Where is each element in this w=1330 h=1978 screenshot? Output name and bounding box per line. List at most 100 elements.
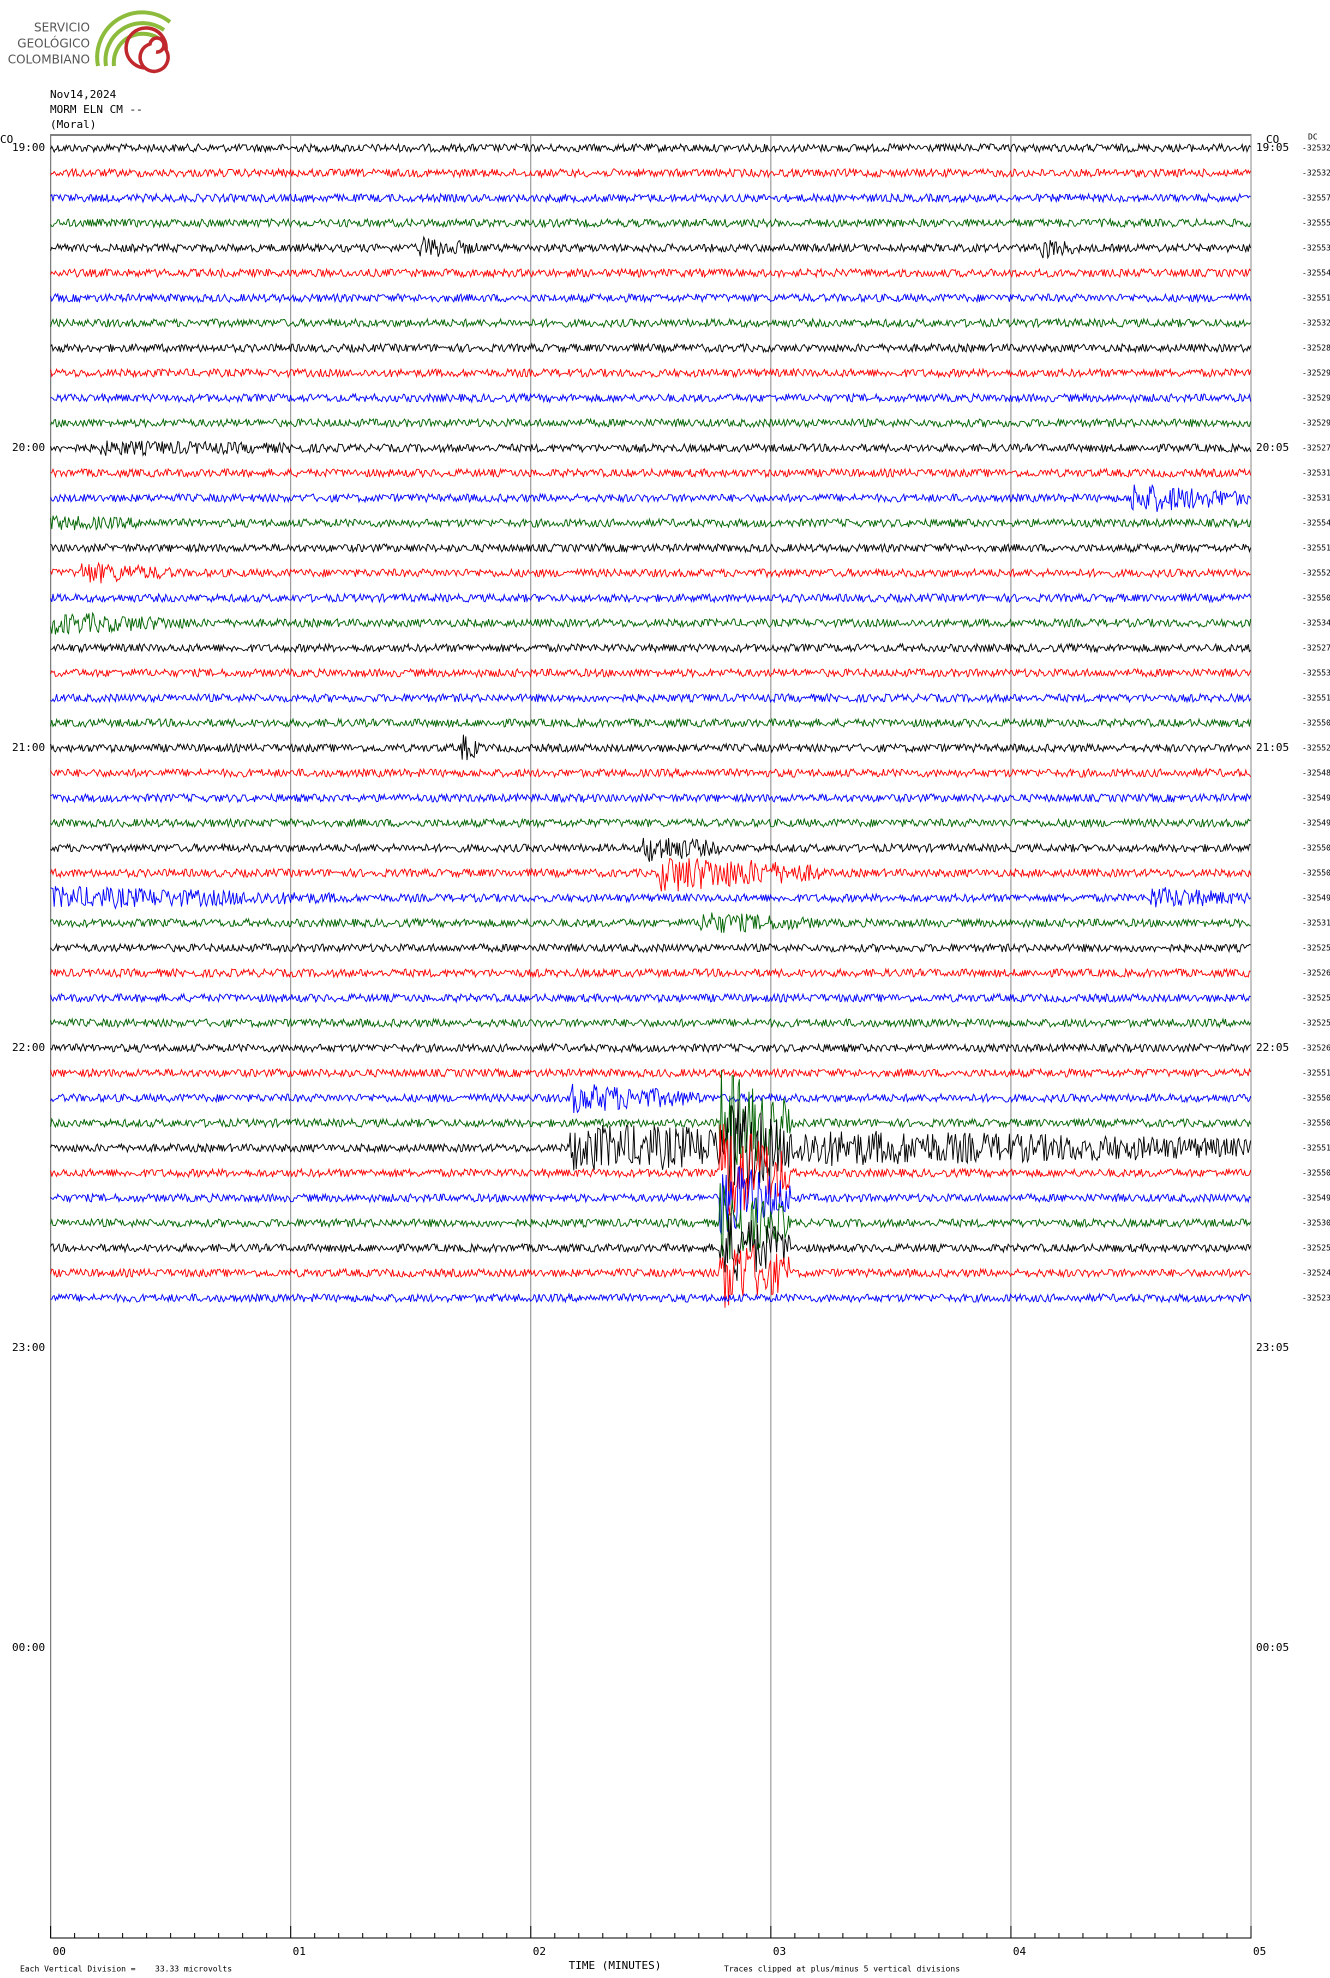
trace bbox=[50, 317, 1251, 329]
trace bbox=[50, 561, 1251, 584]
dc-value: -32525 bbox=[1302, 1244, 1330, 1253]
right-time-label: 22:05 bbox=[1256, 1041, 1289, 1054]
dc-value: -32528 bbox=[1302, 344, 1330, 353]
trace bbox=[50, 235, 1252, 260]
trace bbox=[50, 1244, 1251, 1308]
dc-value: -32550 bbox=[1302, 1094, 1330, 1103]
trace bbox=[50, 592, 1252, 604]
dc-value: -32549 bbox=[1302, 1194, 1330, 1203]
trace bbox=[50, 167, 1252, 179]
dc-value: -32526 bbox=[1302, 1044, 1330, 1053]
trace bbox=[50, 342, 1252, 354]
dc-value: -32548 bbox=[1302, 769, 1330, 778]
trace bbox=[50, 857, 1252, 892]
footer-text: Traces clipped at plus/minus 5 vertical … bbox=[724, 1965, 960, 1974]
trace bbox=[50, 515, 1252, 531]
dc-value: -32534 bbox=[1302, 619, 1330, 628]
trace bbox=[50, 1083, 1252, 1114]
trace bbox=[50, 267, 1251, 279]
dc-value: -32550 bbox=[1302, 594, 1330, 603]
x-tick-label: 00 bbox=[53, 1945, 66, 1958]
header-station: MORM ELN CM -- bbox=[50, 103, 143, 116]
trace bbox=[50, 767, 1251, 779]
dc-value: -32557 bbox=[1302, 194, 1330, 203]
dc-value: -32531 bbox=[1302, 494, 1330, 503]
left-time-label: 22:00 bbox=[12, 1041, 45, 1054]
dc-value: -32550 bbox=[1302, 1169, 1330, 1178]
trace bbox=[50, 992, 1251, 1004]
trace bbox=[50, 417, 1252, 429]
logo-text: GEOLÓGICO bbox=[17, 36, 90, 51]
logo-text: COLOMBIANO bbox=[8, 53, 90, 67]
header-date: Nov14,2024 bbox=[50, 88, 117, 101]
axis-title: TIME (MINUTES) bbox=[569, 1959, 662, 1972]
trace bbox=[50, 817, 1251, 829]
dc-value: -32526 bbox=[1302, 969, 1330, 978]
x-tick-label: 04 bbox=[1013, 1945, 1027, 1958]
trace bbox=[50, 667, 1252, 679]
left-time-label: 21:00 bbox=[12, 741, 45, 754]
dc-value: -32551 bbox=[1302, 1144, 1330, 1153]
dc-value: -32531 bbox=[1302, 469, 1330, 478]
dc-value: -32532 bbox=[1302, 169, 1330, 178]
trace bbox=[50, 792, 1252, 804]
trace bbox=[50, 837, 1251, 862]
logo-text: SERVICIO bbox=[34, 21, 90, 35]
dc-value: -32550 bbox=[1302, 844, 1330, 853]
trace bbox=[50, 542, 1252, 554]
dc-value: -32550 bbox=[1302, 719, 1330, 728]
trace bbox=[50, 885, 1251, 910]
logo-arc bbox=[95, 10, 172, 67]
dc-value: -32554 bbox=[1302, 519, 1330, 528]
trace bbox=[50, 642, 1251, 654]
dc-value: -32551 bbox=[1302, 1069, 1330, 1078]
dc-value: -32527 bbox=[1302, 444, 1330, 453]
x-tick-label: 02 bbox=[533, 1945, 546, 1958]
dc-value: -32553 bbox=[1302, 669, 1330, 678]
dc-value: -32524 bbox=[1302, 1269, 1330, 1278]
right-time-label: 00:05 bbox=[1256, 1641, 1289, 1654]
trace bbox=[50, 734, 1252, 761]
dc-value: -32525 bbox=[1302, 1019, 1330, 1028]
trace bbox=[50, 392, 1252, 404]
dc-value: -32529 bbox=[1302, 394, 1330, 403]
dc-value: -32555 bbox=[1302, 219, 1330, 228]
dc-value: -32532 bbox=[1302, 319, 1330, 328]
trace bbox=[50, 611, 1252, 635]
logo-arc bbox=[103, 21, 166, 67]
header-place: (Moral) bbox=[50, 118, 96, 131]
dc-value: -32525 bbox=[1302, 994, 1330, 1003]
right-time-label: 20:05 bbox=[1256, 441, 1289, 454]
trace bbox=[50, 912, 1251, 933]
trace bbox=[50, 1123, 1252, 1216]
dc-value: -32550 bbox=[1302, 869, 1330, 878]
left-time-label: 19:00 bbox=[12, 141, 45, 154]
plot-frame bbox=[50, 134, 1252, 1939]
trace bbox=[50, 467, 1252, 479]
trace bbox=[50, 1069, 1252, 1168]
left-time-label: 20:00 bbox=[12, 441, 45, 454]
dc-value: -32550 bbox=[1302, 1119, 1330, 1128]
right-time-label: 23:05 bbox=[1256, 1341, 1289, 1354]
trace bbox=[50, 1017, 1252, 1029]
dc-value: -32532 bbox=[1302, 144, 1330, 153]
trace bbox=[50, 142, 1251, 154]
trace bbox=[50, 192, 1251, 204]
dc-value: -32551 bbox=[1302, 694, 1330, 703]
trace bbox=[50, 1100, 1252, 1199]
dc-header: DC bbox=[1308, 133, 1318, 142]
trace bbox=[50, 1042, 1251, 1054]
dc-value: -32549 bbox=[1302, 794, 1330, 803]
logo-spiral bbox=[124, 26, 170, 74]
dc-value: -32552 bbox=[1302, 569, 1330, 578]
left-header: CO bbox=[0, 133, 13, 146]
dc-value: -32529 bbox=[1302, 419, 1330, 428]
right-time-label: 21:05 bbox=[1256, 741, 1289, 754]
trace bbox=[50, 717, 1252, 729]
left-time-label: 23:00 bbox=[12, 1341, 45, 1354]
trace bbox=[50, 692, 1251, 704]
dc-value: -32551 bbox=[1302, 294, 1330, 303]
dc-value: -32525 bbox=[1302, 944, 1330, 953]
